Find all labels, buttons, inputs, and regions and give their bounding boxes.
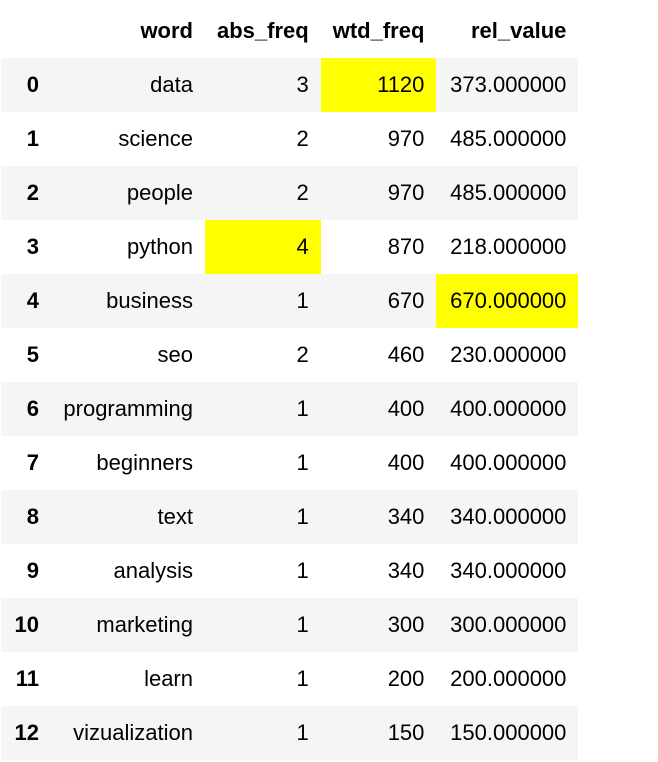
word-cell: text bbox=[157, 504, 193, 529]
abs-freq-cell: 1 bbox=[296, 612, 309, 637]
row-index: 7 bbox=[26, 450, 39, 475]
wtd-freq-cell: 300 bbox=[387, 612, 425, 637]
abs-freq-cell: 1 bbox=[296, 450, 309, 475]
abs-freq-cell: 1 bbox=[296, 666, 309, 691]
row-index: 8 bbox=[26, 504, 39, 529]
abs-freq-cell: 1 bbox=[296, 504, 309, 529]
wtd-freq-cell: 970 bbox=[387, 180, 425, 205]
rel-value-cell: 400.000000 bbox=[450, 396, 567, 421]
word-cell: business bbox=[106, 288, 193, 313]
abs-freq-cell-highlighted: 4 bbox=[205, 220, 321, 274]
word-cell: seo bbox=[157, 342, 193, 367]
wtd-freq-cell: 670 bbox=[387, 288, 425, 313]
abs-freq-cell: 1 bbox=[296, 720, 309, 745]
wtd-freq-cell: 400 bbox=[387, 450, 425, 475]
column-header-rel-value: rel_value bbox=[471, 18, 567, 43]
word-cell: python bbox=[126, 234, 193, 259]
row-index: 10 bbox=[14, 612, 39, 637]
rel-value-cell: 373.000000 bbox=[450, 72, 567, 97]
word-cell: data bbox=[150, 72, 193, 97]
table-row: 1 science 2 970 485.000000 bbox=[1, 112, 579, 166]
word-cell: science bbox=[118, 126, 193, 151]
word-cell: beginners bbox=[96, 450, 193, 475]
row-index: 6 bbox=[26, 396, 39, 421]
table-row: 4 business 1 670 670.000000 bbox=[1, 274, 579, 328]
row-index: 1 bbox=[26, 126, 39, 151]
table-row: 6 programming 1 400 400.000000 bbox=[1, 382, 579, 436]
word-cell: people bbox=[126, 180, 193, 205]
table-row: 7 beginners 1 400 400.000000 bbox=[1, 436, 579, 490]
row-index: 11 bbox=[15, 666, 39, 691]
abs-freq-cell: 2 bbox=[296, 180, 309, 205]
table-row: 9 analysis 1 340 340.000000 bbox=[1, 544, 579, 598]
rel-value-cell: 340.000000 bbox=[450, 558, 567, 583]
wtd-freq-cell: 970 bbox=[387, 126, 425, 151]
wtd-freq-cell: 400 bbox=[387, 396, 425, 421]
table-row: 11 learn 1 200 200.000000 bbox=[1, 652, 579, 706]
table-row: 12 vizualization 1 150 150.000000 bbox=[1, 706, 579, 760]
wtd-freq-cell: 870 bbox=[387, 234, 425, 259]
row-index: 12 bbox=[14, 720, 39, 745]
column-header-wtd-freq: wtd_freq bbox=[332, 18, 425, 43]
word-cell: programming bbox=[63, 396, 193, 421]
abs-freq-cell: 3 bbox=[296, 72, 309, 97]
rel-value-cell: 230.000000 bbox=[450, 342, 567, 367]
wtd-freq-cell: 460 bbox=[387, 342, 425, 367]
wtd-freq-cell: 200 bbox=[387, 666, 425, 691]
rel-value-cell: 150.000000 bbox=[450, 720, 567, 745]
abs-freq-cell: 1 bbox=[296, 288, 309, 313]
abs-freq-cell: 2 bbox=[296, 126, 309, 151]
column-header-abs-freq: abs_freq bbox=[217, 18, 309, 43]
wtd-freq-cell: 340 bbox=[387, 504, 425, 529]
abs-freq-cell: 2 bbox=[296, 342, 309, 367]
row-index: 2 bbox=[26, 180, 39, 205]
row-index: 0 bbox=[26, 72, 39, 97]
rel-value-cell: 200.000000 bbox=[450, 666, 567, 691]
word-cell: marketing bbox=[96, 612, 193, 637]
word-cell: learn bbox=[144, 666, 193, 691]
word-cell: vizualization bbox=[73, 720, 193, 745]
abs-freq-cell: 1 bbox=[296, 396, 309, 421]
rel-value-cell: 485.000000 bbox=[450, 126, 567, 151]
column-header-word: word bbox=[140, 18, 193, 43]
rel-value-cell-highlighted: 670.000000 bbox=[436, 274, 579, 328]
row-index: 9 bbox=[26, 558, 39, 583]
dataframe-table: word abs_freq wtd_freq rel_value 0 data 3 1… bbox=[1, 4, 579, 760]
rel-value-cell: 340.000000 bbox=[450, 504, 567, 529]
index-header bbox=[1, 4, 47, 58]
rel-value-cell: 485.000000 bbox=[450, 180, 567, 205]
row-index: 5 bbox=[26, 342, 39, 367]
table-row: 3 python 4 870 218.000000 bbox=[1, 220, 579, 274]
abs-freq-cell: 1 bbox=[296, 558, 309, 583]
rel-value-cell: 400.000000 bbox=[450, 450, 567, 475]
table-row: 0 data 3 1120 373.000000 bbox=[1, 58, 579, 112]
table-row: 8 text 1 340 340.000000 bbox=[1, 490, 579, 544]
row-index: 4 bbox=[26, 288, 39, 313]
word-cell: analysis bbox=[113, 558, 193, 583]
rel-value-cell: 218.000000 bbox=[450, 234, 567, 259]
wtd-freq-cell-highlighted: 1120 bbox=[320, 58, 437, 112]
table-body: 0 data 3 1120 373.000000 1 science 2 970 485.0000… bbox=[1, 58, 579, 760]
table-row: 2 people 2 970 485.000000 bbox=[1, 166, 579, 220]
wtd-freq-cell: 150 bbox=[387, 720, 425, 745]
row-index: 3 bbox=[26, 234, 39, 259]
rel-value-cell: 300.000000 bbox=[450, 612, 567, 637]
table-row: 5 seo 2 460 230.000000 bbox=[1, 328, 579, 382]
wtd-freq-cell: 340 bbox=[387, 558, 425, 583]
table-row: 10 marketing 1 300 300.000000 bbox=[1, 598, 579, 652]
header-row: word abs_freq wtd_freq rel_value bbox=[1, 4, 578, 58]
